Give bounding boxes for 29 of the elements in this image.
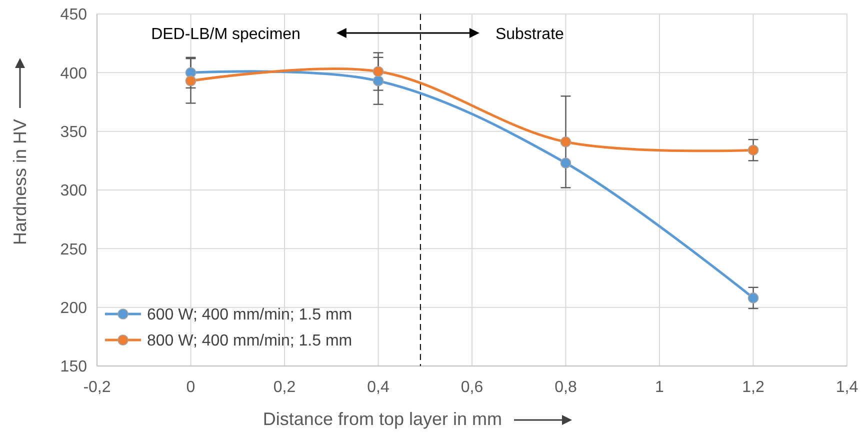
annotation: Substrate <box>495 26 564 43</box>
annotation: DED-LB/M specimen <box>151 26 300 43</box>
x-tick-label: 0 <box>186 379 196 396</box>
y-tick-label: 400 <box>60 65 88 82</box>
y-tick-label: 300 <box>60 182 88 200</box>
point <box>185 75 196 86</box>
y-axis-title: Hardness in HV <box>10 118 30 245</box>
x-tick-label: 0,2 <box>273 379 296 396</box>
point <box>748 144 759 156</box>
point <box>560 158 572 168</box>
legend-label: 800 W; 400 mm/min; 1.5 mm <box>147 332 352 350</box>
x-tick-label: 1,4 <box>836 379 858 396</box>
x-tick-label: 0,4 <box>367 379 390 396</box>
x-axis-title: Distance from top layer in mm <box>262 409 502 429</box>
x-tick-label: -0,2 <box>83 379 111 396</box>
point <box>372 75 384 86</box>
y-tick-label: 200 <box>60 300 88 317</box>
y-tick-label: 150 <box>60 358 88 376</box>
y-tick-label: 450 <box>60 6 88 24</box>
legend-label: 600 W; 400 mm/min; 1.5 mm <box>147 306 352 324</box>
x-tick-label: 0,6 <box>460 379 484 396</box>
point <box>560 136 572 148</box>
x-tick-label: 1,2 <box>742 379 764 396</box>
y-tick-label: 350 <box>60 124 88 141</box>
point <box>748 292 759 304</box>
x-tick-label: 0,8 <box>554 379 577 396</box>
y-tick-label: 250 <box>60 241 88 258</box>
point <box>372 66 384 77</box>
x-tick-label: 1 <box>655 379 664 396</box>
